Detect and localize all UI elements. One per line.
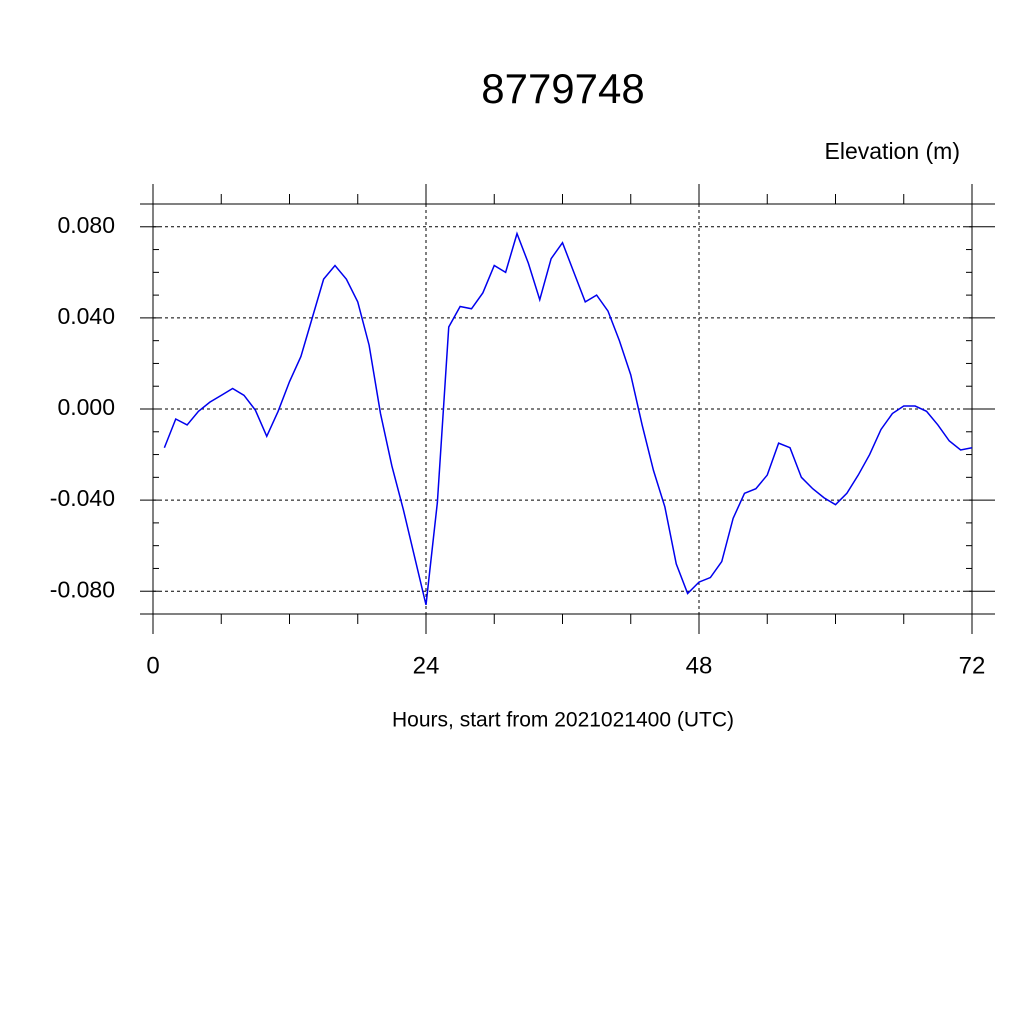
y-tick-label: 0.000: [57, 394, 115, 420]
y-axis-label: Elevation (m): [825, 138, 960, 164]
x-tick-label: 24: [413, 652, 440, 679]
x-tick-label: 72: [959, 652, 986, 679]
data-line: [163, 231, 973, 606]
x-axis-label: Hours, start from 2021021400 (UTC): [392, 709, 734, 732]
x-tick-label: 0: [146, 652, 159, 679]
chart-title: 8779748: [481, 65, 645, 112]
x-tick-label: 48: [686, 652, 713, 679]
y-tick-label: 0.080: [57, 212, 115, 238]
y-tick-label: -0.040: [50, 485, 115, 511]
y-tick-label: 0.040: [57, 303, 115, 329]
y-tick-label: -0.080: [50, 576, 115, 602]
